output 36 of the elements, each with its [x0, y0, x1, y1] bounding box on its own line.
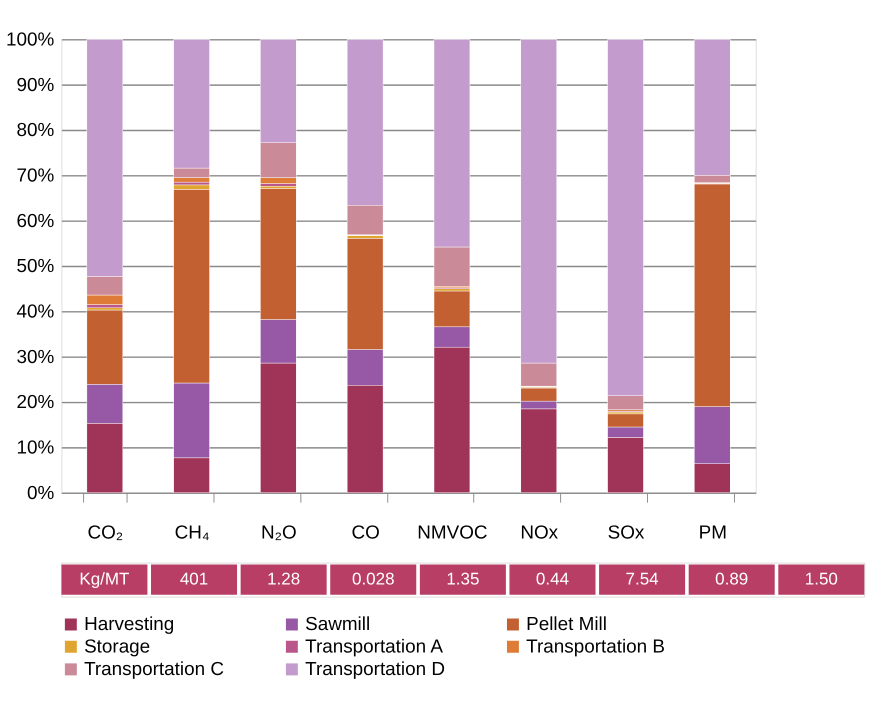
x-tick-label: CO: [351, 522, 380, 544]
legend-label: Transportation D: [305, 659, 446, 680]
legend-label: Transportation A: [305, 636, 444, 658]
x-tick-label: CO₂: [87, 522, 124, 544]
y-tick-label: 0%: [27, 482, 55, 504]
x-tick-label: N₂O: [261, 522, 297, 544]
legend-label: Pellet Mill: [526, 614, 607, 636]
text: 401: [180, 569, 208, 588]
legend-label: Transportation C: [84, 659, 224, 680]
y-tick-label: 100%: [6, 29, 55, 50]
x-tick-label: SOx: [608, 522, 645, 544]
legend-label: Transportation B: [526, 636, 665, 658]
y-tick-label: 70%: [16, 165, 55, 186]
text: 1.50: [804, 569, 838, 588]
legend-label: Harvesting: [84, 614, 174, 636]
y-tick-label: 20%: [16, 392, 55, 414]
text: 7.54: [626, 569, 659, 588]
text: 0.028: [352, 569, 395, 588]
text: 1.28: [267, 569, 300, 588]
legend-label: Storage: [84, 636, 150, 658]
legend-label: Sawmill: [305, 614, 370, 636]
y-tick-label: 30%: [16, 346, 55, 368]
text: 0.89: [715, 569, 748, 588]
text: Kg/MT: [79, 569, 130, 588]
y-tick-label: 50%: [16, 256, 55, 278]
y-tick-label: 80%: [16, 120, 55, 142]
x-tick-label: PM: [698, 522, 727, 544]
text: 1.35: [446, 569, 480, 588]
x-tick-label: NOx: [520, 522, 559, 544]
y-tick-label: 10%: [16, 438, 55, 459]
x-tick-label: CH₄: [174, 522, 210, 544]
y-tick-label: 60%: [16, 210, 55, 232]
text: 0.44: [536, 569, 570, 588]
y-tick-label: 40%: [16, 302, 55, 323]
x-tick-label: NMVOC: [417, 522, 488, 544]
y-tick-label: 90%: [16, 74, 55, 96]
